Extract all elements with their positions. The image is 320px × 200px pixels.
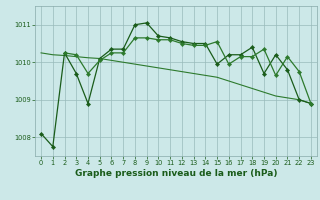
X-axis label: Graphe pression niveau de la mer (hPa): Graphe pression niveau de la mer (hPa)	[75, 169, 277, 178]
